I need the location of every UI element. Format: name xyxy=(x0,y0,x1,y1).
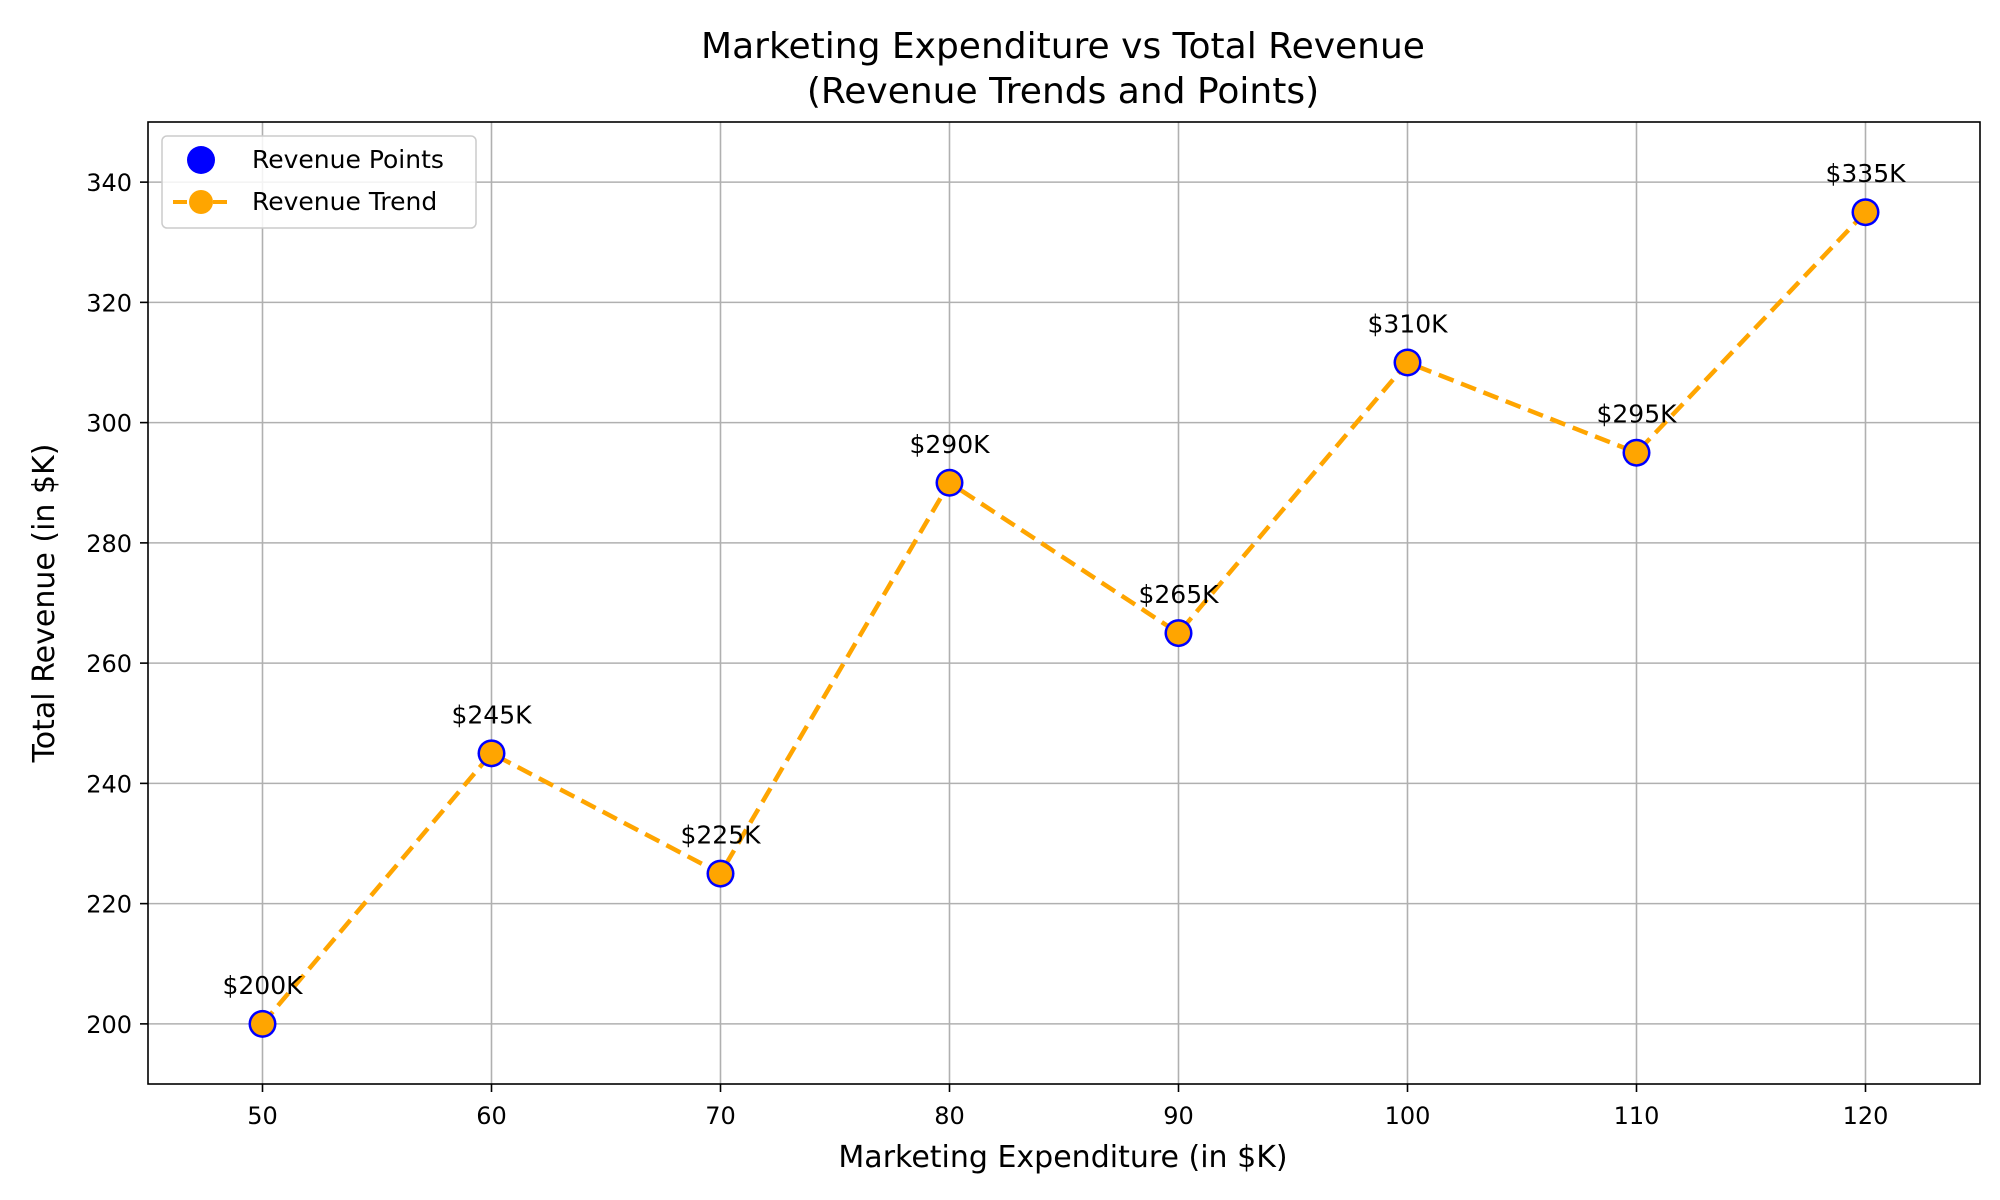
y-axis-label: Total Revenue (in $K) xyxy=(27,444,62,764)
y-tick-label: 260 xyxy=(86,650,132,678)
legend-label-revenue-trend: Revenue Trend xyxy=(252,187,437,216)
revenue-trend-marker xyxy=(1625,441,1648,465)
data-label: $265K xyxy=(1138,580,1219,609)
data-label: $335K xyxy=(1825,159,1906,188)
x-tick-label: 100 xyxy=(1385,1102,1431,1130)
grid xyxy=(148,122,1980,1084)
chart-subtitle: (Revenue Trends and Points) xyxy=(807,71,1319,112)
x-tick-label: 50 xyxy=(247,1102,278,1130)
revenue-trend-marker xyxy=(251,1012,274,1036)
data-label: $295K xyxy=(1596,400,1677,429)
x-axis-label: Marketing Expenditure (in $K) xyxy=(838,1140,1287,1175)
series-layer xyxy=(248,198,1880,1038)
revenue-trend-marker xyxy=(1396,351,1419,374)
legend-box xyxy=(161,135,477,229)
data-label: $200K xyxy=(222,971,303,1000)
legend-label-revenue-points: Revenue Points xyxy=(252,145,444,174)
revenue-trend-marker xyxy=(709,862,732,886)
data-label: $225K xyxy=(680,821,761,850)
y-axis-ticks: 200 220 240 260 280 300 320 340 xyxy=(86,169,148,1039)
data-label: $245K xyxy=(451,700,532,729)
y-tick-label: 320 xyxy=(86,289,132,317)
y-tick-label: 280 xyxy=(86,530,132,558)
x-tick-label: 120 xyxy=(1843,1102,1889,1130)
legend: Revenue Points Revenue Trend xyxy=(161,135,477,229)
y-tick-label: 200 xyxy=(86,1011,132,1039)
x-tick-label: 110 xyxy=(1614,1102,1660,1130)
x-tick-label: 60 xyxy=(476,1102,507,1130)
x-tick-label: 90 xyxy=(1163,1102,1194,1130)
y-tick-label: 340 xyxy=(86,169,132,197)
revenue-trend-marker xyxy=(1854,200,1877,224)
legend-marker-revenue-trend xyxy=(189,190,213,214)
revenue-trend-marker xyxy=(1167,621,1190,645)
y-tick-label: 220 xyxy=(86,891,132,919)
y-tick-label: 300 xyxy=(86,410,132,438)
data-labels: $200K $245K $225K $290K $265K $310K $295K $335K xyxy=(222,159,1906,1000)
x-tick-label: 80 xyxy=(934,1102,965,1130)
x-tick-label: 70 xyxy=(705,1102,736,1130)
data-label: $310K xyxy=(1367,310,1448,339)
revenue-trend-marker xyxy=(480,741,503,765)
data-label: $290K xyxy=(909,430,990,459)
plot-area-frame xyxy=(147,121,1981,1085)
y-tick-label: 240 xyxy=(86,770,132,798)
x-axis-ticks: 50 60 70 80 90 100 110 120 xyxy=(247,1084,1888,1130)
chart-title: Marketing Expenditure vs Total Revenue xyxy=(701,26,1425,67)
revenue-trend-marker xyxy=(938,471,961,495)
revenue-trend-line xyxy=(260,210,1868,1026)
legend-marker-revenue-points xyxy=(187,146,215,174)
